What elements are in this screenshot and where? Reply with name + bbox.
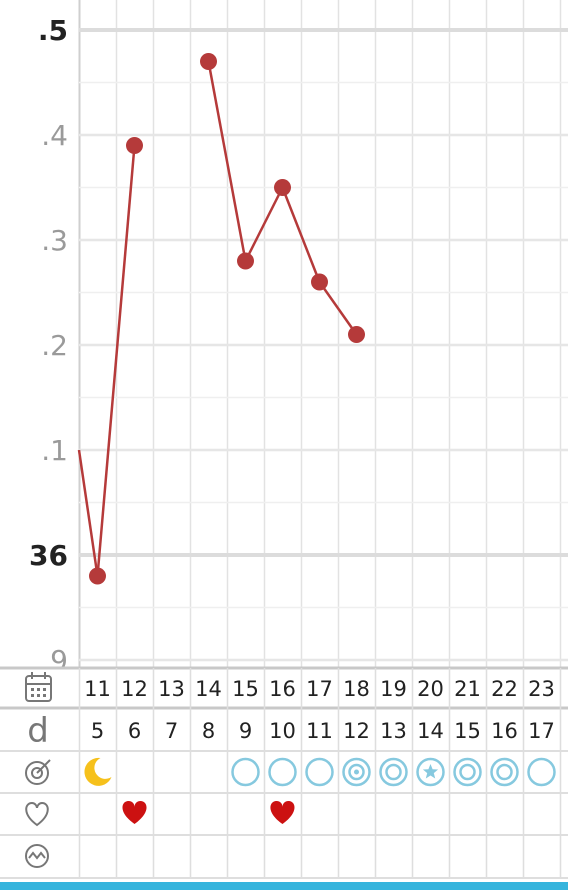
target-arrow (36, 759, 51, 774)
calendar-dot (43, 688, 46, 691)
inner-ring (385, 763, 402, 781)
y-tick-label: .5 (38, 14, 68, 47)
inner-ring (348, 763, 365, 781)
cycle-day-cell: 8 (202, 719, 215, 743)
intimacy-row (122, 801, 295, 824)
date-cell[interactable]: 23 (528, 677, 555, 701)
series-line-segment (77, 449, 99, 577)
calendar-dot (37, 694, 40, 697)
calendar-dot (31, 688, 34, 691)
series-line-segment (244, 186, 284, 262)
cycle-day-cell: 15 (454, 719, 481, 743)
double-circle-icon[interactable] (453, 757, 482, 787)
cycle-day-cell: 6 (128, 719, 141, 743)
y-tick-label: .3 (41, 224, 68, 257)
target-ring (25, 761, 49, 785)
cycle-day-cell: 17 (528, 719, 555, 743)
circle-icon[interactable] (268, 757, 297, 787)
double-circle-icon[interactable] (490, 757, 519, 787)
y-tick-label: .1 (41, 434, 68, 467)
date-cell[interactable]: 14 (195, 677, 222, 701)
face-outline (25, 844, 49, 868)
day-label: d (27, 711, 49, 751)
series-line-segment (318, 281, 358, 336)
star-shape (422, 764, 439, 779)
inner-ring (459, 763, 476, 781)
date-row: 11 12 13 14 15 16 17 18 19 20 21 22 23 (84, 677, 555, 701)
outer-ring (416, 757, 445, 787)
cycle-day-cell: 11 (306, 719, 333, 743)
temperature-series (77, 53, 365, 585)
data-point (311, 273, 328, 291)
date-cell[interactable]: 21 (454, 677, 481, 701)
double-circle-icon[interactable] (342, 757, 371, 787)
date-cell[interactable]: 11 (84, 677, 111, 701)
marker-row (84, 757, 556, 787)
data-point (237, 252, 254, 270)
series-line-segment (207, 61, 247, 262)
heart-icon[interactable] (270, 801, 295, 824)
heart-outline (25, 801, 49, 827)
y-tick-label: .2 (41, 329, 68, 362)
y-tick-label: 36 (29, 539, 68, 572)
target-ring (31, 767, 43, 779)
date-cell[interactable]: 19 (380, 677, 407, 701)
row-header-icons: d (25, 672, 52, 868)
data-point (200, 53, 217, 70)
heart-icon[interactable] (122, 801, 147, 824)
circle-icon[interactable] (527, 757, 556, 787)
face-circle-icon[interactable] (25, 844, 49, 868)
calendar-dot (43, 694, 46, 697)
star-circle-icon[interactable] (416, 757, 445, 787)
outer-ring (342, 757, 371, 787)
cycle-day-cell: 16 (491, 719, 518, 743)
series-line-segment (96, 145, 136, 577)
bottom-accent-bar (0, 882, 568, 890)
cycle-day-cell: 9 (239, 719, 252, 743)
inner-ring (496, 763, 513, 781)
calendar-dot (37, 688, 40, 691)
calendar-frame (25, 675, 52, 702)
calendar-icon[interactable] (25, 672, 52, 702)
inner-dot (354, 769, 359, 775)
outer-ring (453, 757, 482, 787)
grid (78, 0, 568, 668)
calendar-dot (31, 694, 34, 697)
cycle-day-cell: 10 (269, 719, 296, 743)
y-tick-label: .4 (41, 119, 68, 152)
date-cell[interactable]: 18 (343, 677, 370, 701)
y-axis-labels: .5.4.3.2.136.9 (29, 14, 68, 677)
face-wave (28, 851, 46, 860)
data-point (274, 179, 291, 196)
date-cell[interactable]: 12 (121, 677, 148, 701)
date-cell[interactable]: 17 (306, 677, 333, 701)
date-cell[interactable]: 15 (232, 677, 259, 701)
cycle-day-cell: 12 (343, 719, 370, 743)
date-cell[interactable]: 22 (491, 677, 518, 701)
heart-outline-icon[interactable] (25, 801, 49, 827)
circle-icon[interactable] (305, 757, 334, 787)
cycle-day-cell: 13 (380, 719, 407, 743)
moon-icon (84, 757, 112, 786)
date-cell[interactable]: 20 (417, 677, 444, 701)
double-circle-icon[interactable] (379, 757, 408, 787)
data-point (348, 326, 365, 343)
series-line-segment (281, 187, 321, 283)
data-point (126, 137, 143, 154)
target-icon[interactable] (25, 759, 51, 785)
cycle-day-row: 5 6 7 8 9 10 11 12 13 14 15 16 17 (91, 719, 555, 743)
outer-ring (490, 757, 519, 787)
date-cell[interactable]: 16 (269, 677, 296, 701)
cycle-day-cell: 14 (417, 719, 444, 743)
moon-shape (84, 757, 112, 786)
cycle-day-cell: 5 (91, 719, 104, 743)
cycle-day-cell: 7 (165, 719, 178, 743)
date-cell[interactable]: 13 (158, 677, 185, 701)
data-point (89, 567, 106, 585)
outer-ring (379, 757, 408, 787)
circle-icon[interactable] (231, 757, 260, 787)
